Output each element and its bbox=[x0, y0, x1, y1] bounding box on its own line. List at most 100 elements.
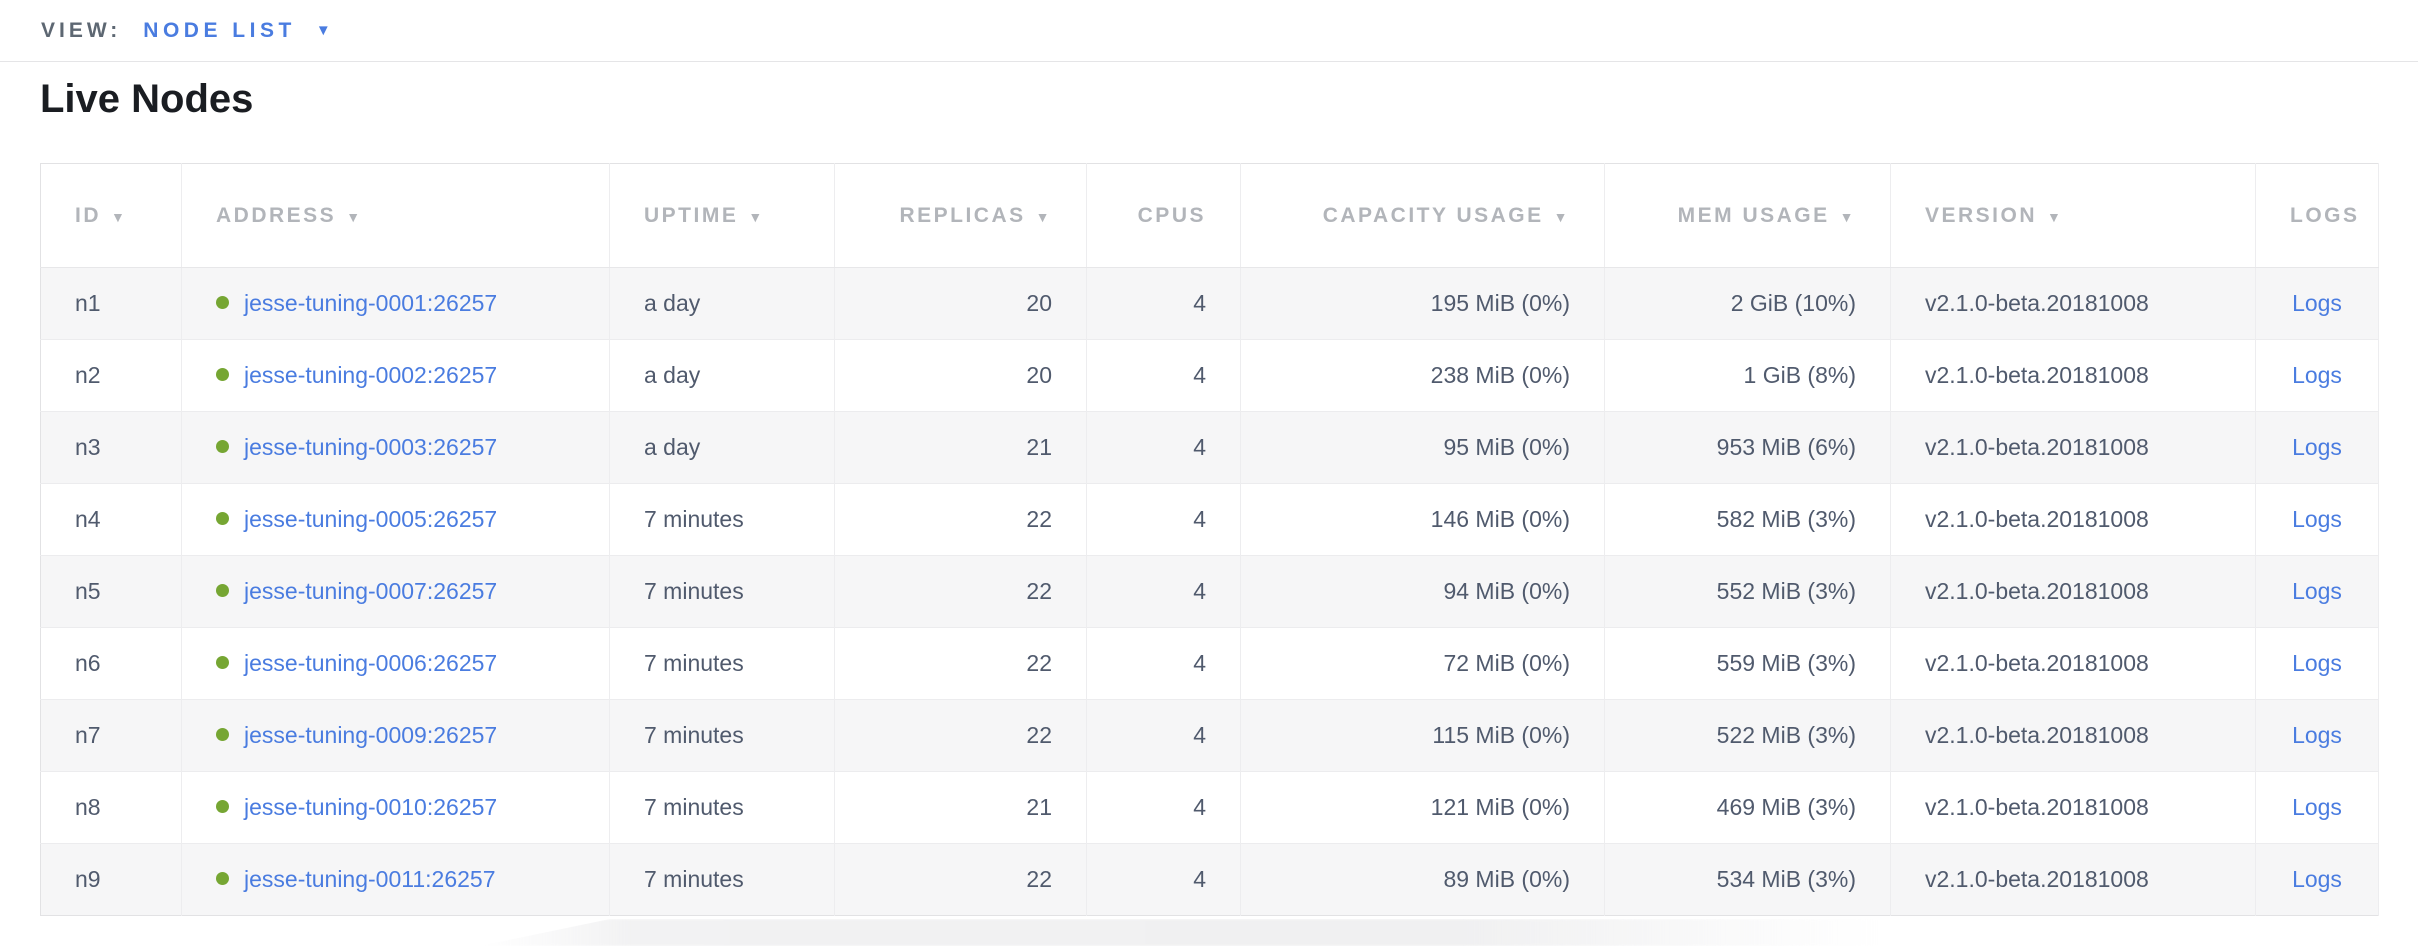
view-dropdown-value: NODE LIST bbox=[143, 18, 296, 42]
node-address-link[interactable]: jesse-tuning-0006:26257 bbox=[244, 650, 498, 676]
table-row-n7: n7 jesse-tuning-0009:26257 7 minutes 22 4 115… bbox=[40, 699, 2379, 772]
node-address-link[interactable]: jesse-tuning-0007:26257 bbox=[244, 578, 498, 604]
cell-mem: 2 GiB (10%) bbox=[1604, 267, 1891, 340]
cell-logs: Logs bbox=[2255, 411, 2379, 484]
table-row-n8: n8 jesse-tuning-0010:26257 7 minutes 21 4 121… bbox=[40, 771, 2379, 844]
cell-logs: Logs bbox=[2255, 483, 2379, 556]
cell-mem: 552 MiB (3%) bbox=[1604, 555, 1891, 628]
table-row-n9: n9 jesse-tuning-0011:26257 7 minutes 22 4 89 … bbox=[40, 843, 2379, 916]
cell-id: n2 bbox=[40, 339, 182, 412]
cell-mem: 534 MiB (3%) bbox=[1604, 843, 1891, 916]
cell-mem: 469 MiB (3%) bbox=[1604, 771, 1891, 844]
cell-replicas: 21 bbox=[834, 771, 1087, 844]
logs-link[interactable]: Logs bbox=[2292, 578, 2342, 604]
node-live-status-icon bbox=[216, 800, 229, 813]
sort-desc-icon: ▼ bbox=[111, 208, 128, 225]
cell-cpus: 4 bbox=[1086, 843, 1241, 916]
cell-mem: 522 MiB (3%) bbox=[1604, 699, 1891, 772]
node-live-status-icon bbox=[216, 584, 229, 597]
cell-mem: 1 GiB (8%) bbox=[1604, 339, 1891, 412]
cell-version: v2.1.0-beta.20181008 bbox=[1890, 411, 2256, 484]
table-header-row: ID ▼ ADDRESS ▼ UPTIME ▼ REPLICAS ▼ CPUS CAPACITY … bbox=[40, 163, 2379, 268]
view-dropdown[interactable]: NODE LIST ▼ bbox=[143, 19, 330, 43]
node-live-status-icon bbox=[216, 872, 229, 885]
logs-link[interactable]: Logs bbox=[2292, 866, 2342, 892]
cell-version: v2.1.0-beta.20181008 bbox=[1890, 627, 2256, 700]
node-address-link[interactable]: jesse-tuning-0001:26257 bbox=[244, 290, 498, 316]
node-address-link[interactable]: jesse-tuning-0003:26257 bbox=[244, 434, 498, 460]
node-address-link[interactable]: jesse-tuning-0010:26257 bbox=[244, 794, 498, 820]
sort-desc-icon: ▼ bbox=[1035, 208, 1052, 225]
table-row-n2: n2 jesse-tuning-0002:26257 a day 20 4 238 MiB… bbox=[40, 339, 2379, 412]
cell-capacity: 115 MiB (0%) bbox=[1240, 699, 1605, 772]
cell-logs: Logs bbox=[2255, 843, 2379, 916]
cell-replicas: 21 bbox=[834, 411, 1087, 484]
cell-replicas: 22 bbox=[834, 483, 1087, 556]
column-header-replicas[interactable]: REPLICAS ▼ bbox=[834, 163, 1087, 268]
cell-version: v2.1.0-beta.20181008 bbox=[1890, 555, 2256, 628]
cell-address: jesse-tuning-0003:26257 bbox=[181, 411, 610, 484]
cell-uptime: a day bbox=[609, 267, 835, 340]
cell-version: v2.1.0-beta.20181008 bbox=[1890, 771, 2256, 844]
cell-version: v2.1.0-beta.20181008 bbox=[1890, 699, 2256, 772]
sort-desc-icon: ▼ bbox=[1553, 208, 1570, 225]
page-title: Live Nodes bbox=[40, 77, 254, 121]
cell-id: n3 bbox=[40, 411, 182, 484]
node-live-status-icon bbox=[216, 296, 229, 309]
column-header-logs: LOGS bbox=[2255, 163, 2379, 268]
table-row-n1: n1 jesse-tuning-0001:26257 a day 20 4 195 MiB… bbox=[40, 267, 2379, 340]
column-header-label: CPUS bbox=[1137, 203, 1206, 227]
node-live-status-icon bbox=[216, 512, 229, 525]
node-address-link[interactable]: jesse-tuning-0011:26257 bbox=[244, 866, 496, 892]
node-address-link[interactable]: jesse-tuning-0009:26257 bbox=[244, 722, 498, 748]
column-header-label: ADDRESS bbox=[216, 203, 337, 227]
column-header-mem[interactable]: MEM USAGE ▼ bbox=[1604, 163, 1891, 268]
column-header-capacity[interactable]: CAPACITY USAGE ▼ bbox=[1240, 163, 1605, 268]
cell-capacity: 238 MiB (0%) bbox=[1240, 339, 1605, 412]
column-header-label: CAPACITY USAGE bbox=[1322, 203, 1544, 227]
logs-link[interactable]: Logs bbox=[2292, 794, 2342, 820]
cell-uptime: 7 minutes bbox=[609, 699, 835, 772]
cell-replicas: 22 bbox=[834, 555, 1087, 628]
logs-link[interactable]: Logs bbox=[2292, 290, 2342, 316]
logs-link[interactable]: Logs bbox=[2292, 362, 2342, 388]
cell-id: n8 bbox=[40, 771, 182, 844]
column-header-uptime[interactable]: UPTIME ▼ bbox=[609, 163, 835, 268]
table-row-n5: n5 jesse-tuning-0007:26257 7 minutes 22 4 94 … bbox=[40, 555, 2379, 628]
cell-id: n4 bbox=[40, 483, 182, 556]
cell-mem: 559 MiB (3%) bbox=[1604, 627, 1891, 700]
cell-version: v2.1.0-beta.20181008 bbox=[1890, 267, 2256, 340]
cell-capacity: 89 MiB (0%) bbox=[1240, 843, 1605, 916]
cell-mem: 953 MiB (6%) bbox=[1604, 411, 1891, 484]
cell-version: v2.1.0-beta.20181008 bbox=[1890, 483, 2256, 556]
logs-link[interactable]: Logs bbox=[2292, 506, 2342, 532]
cell-logs: Logs bbox=[2255, 699, 2379, 772]
logs-link[interactable]: Logs bbox=[2292, 434, 2342, 460]
live-nodes-table: ID ▼ ADDRESS ▼ UPTIME ▼ REPLICAS ▼ CPUS CAPACITY … bbox=[40, 163, 2379, 916]
chevron-down-icon: ▼ bbox=[315, 22, 331, 39]
cell-address: jesse-tuning-0011:26257 bbox=[181, 843, 610, 916]
cell-uptime: 7 minutes bbox=[609, 483, 835, 556]
column-header-label: LOGS bbox=[2290, 203, 2360, 227]
column-header-id[interactable]: ID ▼ bbox=[40, 163, 182, 268]
cell-replicas: 20 bbox=[834, 267, 1087, 340]
cell-address: jesse-tuning-0009:26257 bbox=[181, 699, 610, 772]
column-header-label: REPLICAS bbox=[899, 203, 1026, 227]
cell-capacity: 121 MiB (0%) bbox=[1240, 771, 1605, 844]
column-header-address[interactable]: ADDRESS ▼ bbox=[181, 163, 610, 268]
cell-capacity: 94 MiB (0%) bbox=[1240, 555, 1605, 628]
cell-mem: 582 MiB (3%) bbox=[1604, 483, 1891, 556]
logs-link[interactable]: Logs bbox=[2292, 650, 2342, 676]
node-address-link[interactable]: jesse-tuning-0002:26257 bbox=[244, 362, 498, 388]
cell-capacity: 146 MiB (0%) bbox=[1240, 483, 1605, 556]
column-header-version[interactable]: VERSION ▼ bbox=[1890, 163, 2256, 268]
column-header-label: VERSION bbox=[1925, 203, 2038, 227]
node-address-link[interactable]: jesse-tuning-0005:26257 bbox=[244, 506, 498, 532]
cell-replicas: 22 bbox=[834, 699, 1087, 772]
next-section-shadow bbox=[480, 919, 1880, 946]
logs-link[interactable]: Logs bbox=[2292, 722, 2342, 748]
cell-cpus: 4 bbox=[1086, 267, 1241, 340]
cell-version: v2.1.0-beta.20181008 bbox=[1890, 339, 2256, 412]
cell-logs: Logs bbox=[2255, 339, 2379, 412]
cell-uptime: 7 minutes bbox=[609, 771, 835, 844]
